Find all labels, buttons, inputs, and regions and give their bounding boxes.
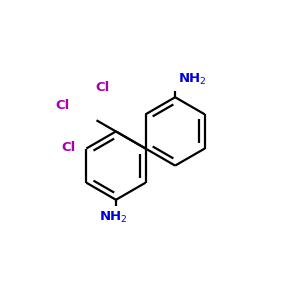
Text: Cl: Cl (61, 141, 76, 154)
Text: Cl: Cl (95, 80, 110, 94)
Text: Cl: Cl (56, 99, 70, 112)
Text: NH$_2$: NH$_2$ (178, 72, 207, 87)
Text: NH$_2$: NH$_2$ (99, 210, 128, 225)
